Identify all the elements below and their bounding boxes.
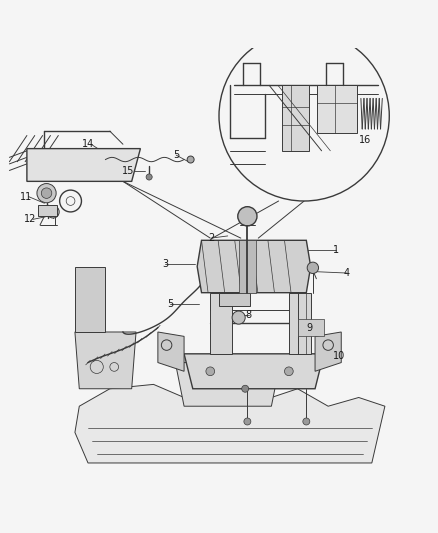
Polygon shape bbox=[317, 85, 357, 133]
Text: 5: 5 bbox=[167, 298, 173, 309]
Text: 9: 9 bbox=[306, 322, 312, 333]
Text: 12: 12 bbox=[24, 214, 36, 224]
Text: 15: 15 bbox=[121, 166, 134, 176]
Circle shape bbox=[303, 418, 310, 425]
Text: 5: 5 bbox=[173, 150, 180, 160]
Circle shape bbox=[242, 385, 249, 392]
Circle shape bbox=[37, 183, 56, 203]
Circle shape bbox=[206, 367, 215, 376]
Text: 2: 2 bbox=[208, 233, 215, 243]
Polygon shape bbox=[75, 332, 136, 389]
Text: 10: 10 bbox=[332, 351, 345, 361]
Polygon shape bbox=[175, 362, 280, 406]
Circle shape bbox=[47, 206, 59, 218]
Circle shape bbox=[187, 156, 194, 163]
Polygon shape bbox=[239, 240, 256, 293]
Text: 8: 8 bbox=[245, 310, 251, 320]
Circle shape bbox=[232, 311, 245, 324]
Polygon shape bbox=[27, 149, 141, 181]
Polygon shape bbox=[289, 293, 311, 354]
Polygon shape bbox=[315, 332, 341, 372]
Text: 1: 1 bbox=[332, 245, 339, 255]
Polygon shape bbox=[75, 266, 106, 332]
Polygon shape bbox=[184, 354, 324, 389]
Text: 4: 4 bbox=[343, 268, 350, 278]
Circle shape bbox=[238, 207, 257, 226]
Text: 11: 11 bbox=[20, 192, 32, 201]
Circle shape bbox=[285, 367, 293, 376]
Polygon shape bbox=[75, 384, 385, 463]
Circle shape bbox=[41, 188, 52, 198]
Text: 14: 14 bbox=[82, 139, 95, 149]
Circle shape bbox=[146, 174, 152, 180]
Text: 3: 3 bbox=[162, 260, 169, 269]
Polygon shape bbox=[210, 293, 232, 354]
Polygon shape bbox=[297, 319, 324, 336]
Circle shape bbox=[219, 31, 389, 201]
Polygon shape bbox=[283, 85, 308, 151]
Circle shape bbox=[307, 262, 318, 273]
Text: 16: 16 bbox=[359, 135, 371, 145]
Circle shape bbox=[244, 418, 251, 425]
Polygon shape bbox=[38, 205, 57, 216]
Polygon shape bbox=[197, 240, 311, 293]
Polygon shape bbox=[158, 332, 184, 372]
Polygon shape bbox=[219, 293, 250, 306]
